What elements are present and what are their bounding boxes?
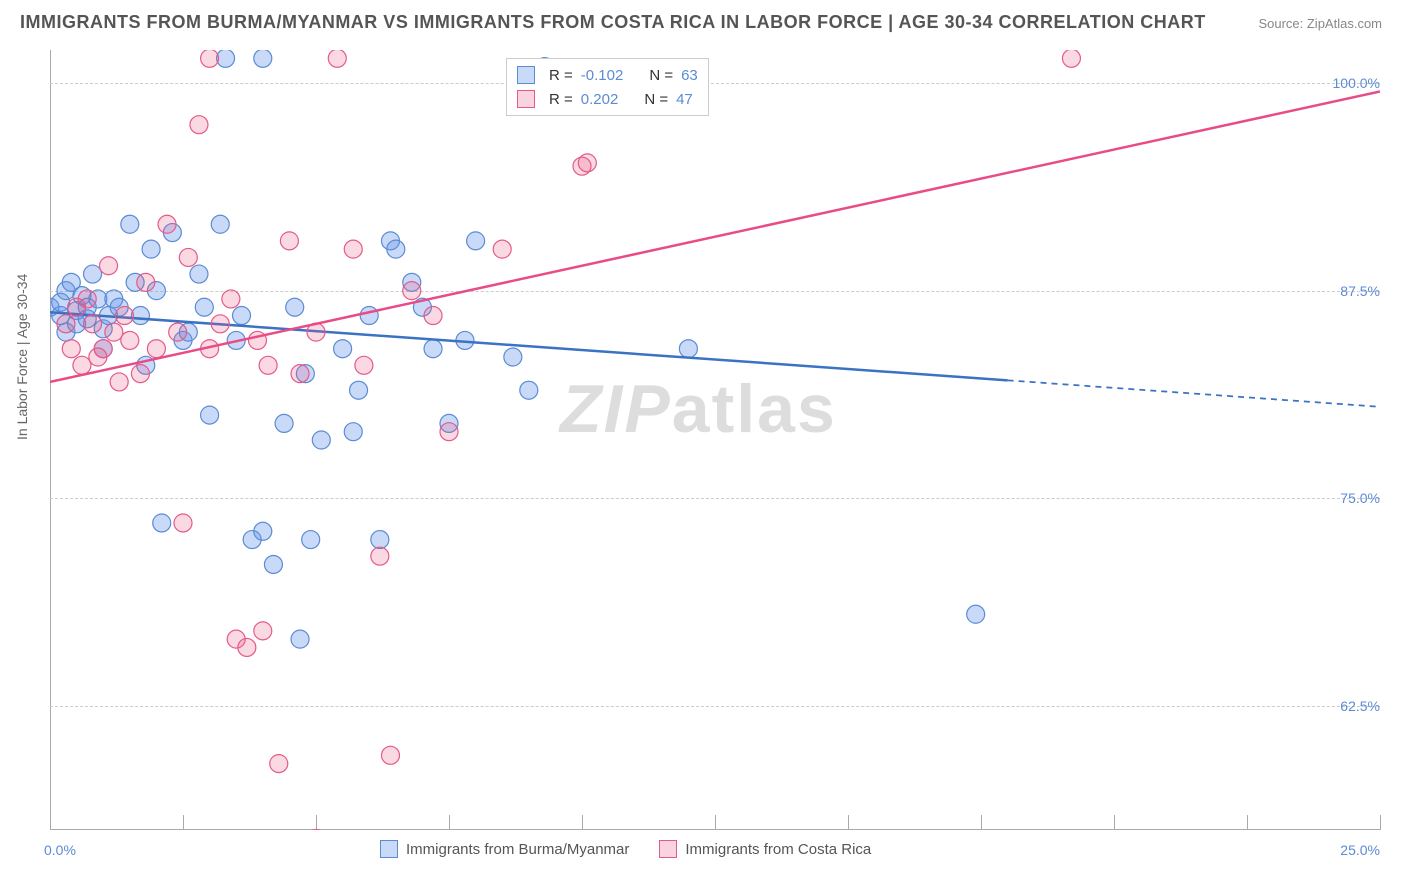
n-value-1: 63 [681,67,698,84]
swatch-pink-icon [659,840,677,858]
stats-row-series1: R = -0.102 N = 63 [517,63,698,87]
r-label: R = [549,67,573,84]
n-label: N = [649,67,673,84]
legend-item-2: Immigrants from Costa Rica [659,840,871,858]
chart-title: IMMIGRANTS FROM BURMA/MYANMAR VS IMMIGRA… [20,12,1206,33]
source-label: Source: ZipAtlas.com [1258,16,1382,31]
legend-item-1: Immigrants from Burma/Myanmar [380,840,629,858]
r-value-1: -0.102 [581,67,624,84]
legend-label-1: Immigrants from Burma/Myanmar [406,841,629,858]
series-legend: Immigrants from Burma/Myanmar Immigrants… [380,840,871,858]
stats-row-series2: R = 0.202 N = 47 [517,87,698,111]
swatch-blue-icon [517,66,535,84]
n-value-2: 47 [676,91,693,108]
plot-area [50,50,1380,830]
legend-label-2: Immigrants from Costa Rica [685,841,871,858]
swatch-blue-icon [380,840,398,858]
r-label: R = [549,91,573,108]
x-tick-first: 0.0% [44,842,76,858]
swatch-pink-icon [517,90,535,108]
r-value-2: 0.202 [581,91,619,108]
n-label: N = [644,91,668,108]
x-tick-last: 25.0% [1340,842,1380,858]
stats-legend: R = -0.102 N = 63 R = 0.202 N = 47 [506,58,709,116]
y-axis-label: In Labor Force | Age 30-34 [14,274,30,440]
